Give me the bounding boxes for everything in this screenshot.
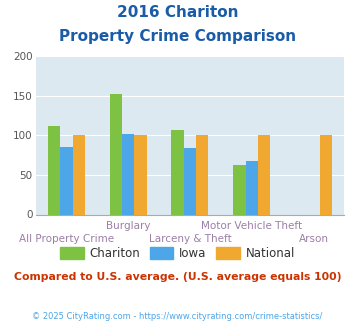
Text: Larceny & Theft: Larceny & Theft	[148, 234, 231, 244]
Bar	[258, 135, 270, 214]
Legend: Chariton, Iowa, National: Chariton, Iowa, National	[55, 242, 300, 264]
Bar	[72, 135, 85, 214]
Bar	[48, 126, 60, 214]
Text: All Property Crime: All Property Crime	[19, 234, 114, 244]
Bar	[110, 94, 122, 214]
Text: Arson: Arson	[299, 234, 328, 244]
Text: 2016 Chariton: 2016 Chariton	[117, 5, 238, 20]
Bar	[196, 135, 208, 214]
Bar	[171, 130, 184, 214]
Bar	[320, 135, 332, 214]
Bar	[60, 147, 72, 214]
Bar	[134, 135, 147, 214]
Text: Property Crime Comparison: Property Crime Comparison	[59, 29, 296, 44]
Text: Motor Vehicle Theft: Motor Vehicle Theft	[201, 221, 302, 231]
Text: © 2025 CityRating.com - https://www.cityrating.com/crime-statistics/: © 2025 CityRating.com - https://www.city…	[32, 312, 323, 321]
Text: Burglary: Burglary	[106, 221, 151, 231]
Bar	[122, 134, 134, 214]
Bar	[233, 165, 246, 214]
Text: Compared to U.S. average. (U.S. average equals 100): Compared to U.S. average. (U.S. average …	[14, 272, 341, 282]
Bar	[184, 148, 196, 214]
Bar	[246, 161, 258, 215]
